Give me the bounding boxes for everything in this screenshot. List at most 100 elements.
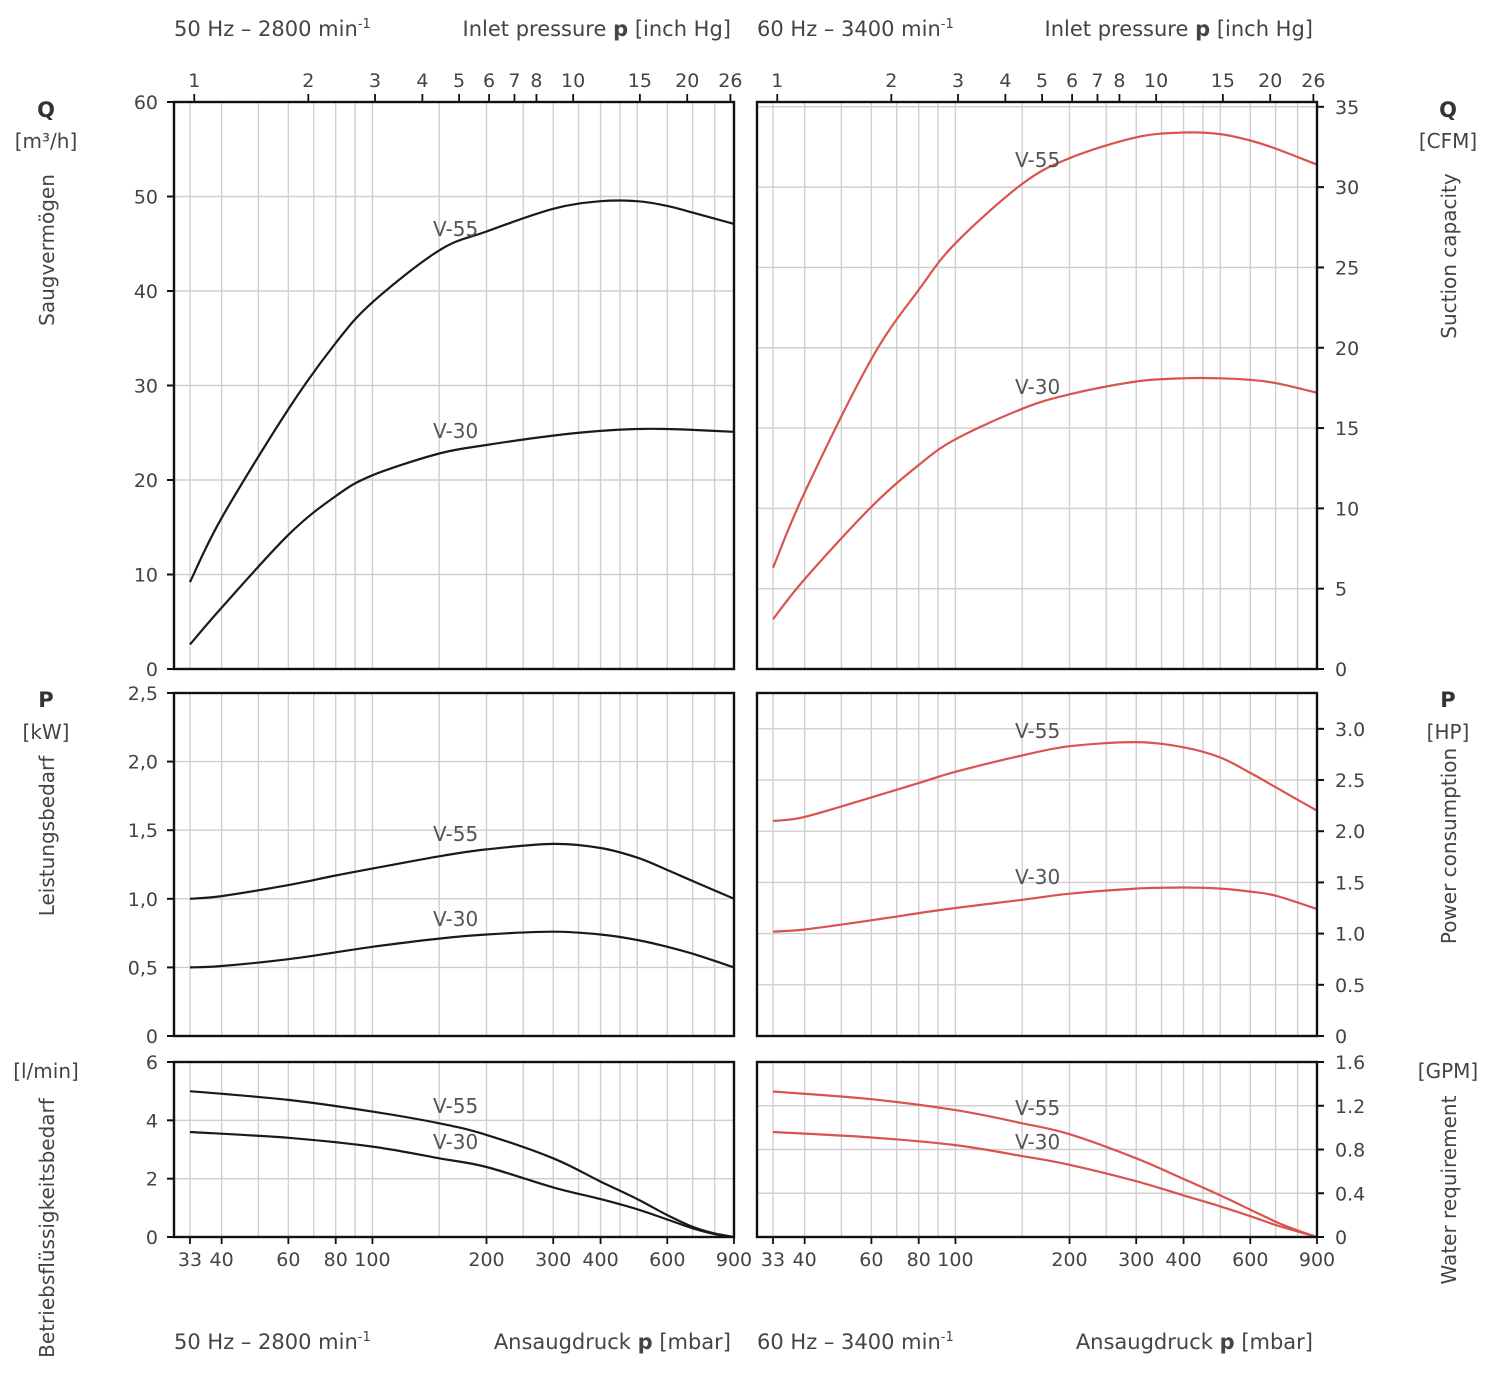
y-tick-label: 1.0 bbox=[1335, 924, 1365, 946]
header-top-left-inlet: Inlet pressure p [inch Hg] bbox=[463, 17, 731, 41]
y-tick-label: 1.5 bbox=[1335, 872, 1365, 894]
y-tick-label: 2,0 bbox=[128, 752, 158, 774]
right-w-unit: [GPM] bbox=[1418, 1059, 1478, 1083]
bottom-tick-label: 900 bbox=[1299, 1249, 1335, 1271]
right-p-title: Power consumption bbox=[1437, 748, 1461, 944]
top-tick-label: 10 bbox=[561, 70, 585, 92]
left-p-unit: [kW] bbox=[23, 720, 70, 744]
panel-frame-q60 bbox=[755, 100, 1319, 671]
series-label-v-55: V-55 bbox=[1015, 148, 1060, 172]
bottom-tick-label: 33 bbox=[761, 1249, 785, 1271]
y-tick-label: 6 bbox=[146, 1052, 158, 1074]
y-tick-label: 40 bbox=[134, 281, 158, 303]
right-p-unit: [HP] bbox=[1427, 720, 1470, 744]
top-tick-label: 26 bbox=[1301, 70, 1325, 92]
y-tick-label: 1,0 bbox=[128, 889, 158, 911]
top-tick-label: 4 bbox=[416, 70, 428, 92]
bottom-tick-label: 300 bbox=[535, 1249, 571, 1271]
y-tick-label: 0 bbox=[1335, 659, 1347, 681]
top-tick-label: 26 bbox=[718, 70, 742, 92]
y-tick-label: 5 bbox=[1335, 579, 1347, 601]
left-p-title: Leistungsbedarf bbox=[35, 755, 59, 917]
top-tick-label: 3 bbox=[952, 70, 964, 92]
y-tick-label: 2.0 bbox=[1335, 821, 1365, 843]
series-line-v-55 bbox=[771, 131, 1318, 569]
series-label-v-55: V-55 bbox=[433, 217, 478, 241]
series-line-v-30 bbox=[772, 886, 1318, 933]
text-layer: 50 Hz – 2800 min-1 Inlet pressure p [inc… bbox=[13, 17, 1478, 1358]
right-q-title: Suction capacity bbox=[1437, 173, 1461, 339]
top-tick-label: 7 bbox=[1091, 70, 1103, 92]
top-tick-label: 2 bbox=[885, 70, 897, 92]
bottom-tick-label: 80 bbox=[324, 1249, 348, 1271]
top-tick-label: 1 bbox=[771, 70, 783, 92]
y-tick-label: 60 bbox=[134, 92, 158, 114]
bottom-tick-label: 200 bbox=[468, 1249, 504, 1271]
y-tick-label: 10 bbox=[134, 565, 158, 587]
grid-layer bbox=[174, 102, 1318, 1237]
top-tick-label: 1 bbox=[188, 70, 200, 92]
top-tick-label: 7 bbox=[508, 70, 520, 92]
series-label-v-30: V-30 bbox=[1015, 865, 1060, 889]
bottom-tick-label: 40 bbox=[210, 1249, 234, 1271]
header-bottom-left-freq: 50 Hz – 2800 min-1 bbox=[174, 1330, 371, 1354]
bottom-tick-label: 33 bbox=[178, 1249, 202, 1271]
frame-layer bbox=[167, 94, 1324, 1244]
header-bottom-left-ansaug: Ansaugdruck p [mbar] bbox=[494, 1330, 731, 1354]
left-w-title: Betriebsflüssigkeitsbedarf bbox=[35, 1097, 59, 1358]
bottom-tick-label: 900 bbox=[716, 1249, 752, 1271]
series-line-v-30 bbox=[189, 930, 735, 969]
series-line-v-30 bbox=[189, 1130, 735, 1239]
bottom-tick-label: 60 bbox=[859, 1249, 883, 1271]
top-tick-label: 8 bbox=[530, 70, 542, 92]
y-tick-label: 1.2 bbox=[1335, 1096, 1365, 1118]
top-tick-label: 2 bbox=[302, 70, 314, 92]
y-tick-label: 25 bbox=[1335, 257, 1359, 279]
y-tick-label: 0,5 bbox=[128, 957, 158, 979]
left-q-unit: [m³/h] bbox=[15, 129, 78, 153]
series-line-v-30 bbox=[189, 427, 735, 646]
data-layer bbox=[189, 131, 1318, 1239]
series-line-v-30 bbox=[772, 376, 1318, 620]
y-tick-label: 2 bbox=[146, 1169, 158, 1191]
y-tick-label: 0 bbox=[1335, 1026, 1347, 1048]
top-tick-label: 4 bbox=[999, 70, 1011, 92]
top-tick-label: 15 bbox=[628, 70, 652, 92]
bottom-tick-label: 80 bbox=[907, 1249, 931, 1271]
series-line-v-55 bbox=[189, 199, 735, 583]
series-label-v-30: V-30 bbox=[1015, 1130, 1060, 1154]
top-tick-label: 8 bbox=[1113, 70, 1125, 92]
y-tick-label: 1.6 bbox=[1335, 1052, 1365, 1074]
series-line-v-55 bbox=[772, 1090, 1318, 1239]
right-w-title: Water requirement bbox=[1437, 1095, 1461, 1284]
series-line-v-55 bbox=[189, 842, 735, 900]
panel-frame-w50 bbox=[172, 1060, 736, 1239]
left-q-symbol: Q bbox=[37, 98, 55, 122]
top-tick-label: 5 bbox=[453, 70, 465, 92]
y-tick-label: 0.4 bbox=[1335, 1183, 1365, 1205]
top-tick-label: 6 bbox=[483, 70, 495, 92]
top-tick-label: 15 bbox=[1211, 70, 1235, 92]
panel-frame-p50 bbox=[172, 691, 736, 1038]
right-q-unit: [CFM] bbox=[1419, 129, 1477, 153]
y-tick-label: 2.5 bbox=[1335, 770, 1365, 792]
right-q-symbol: Q bbox=[1439, 98, 1457, 122]
series-line-v-55 bbox=[189, 1090, 735, 1239]
bottom-tick-label: 60 bbox=[276, 1249, 300, 1271]
bottom-tick-label: 400 bbox=[582, 1249, 618, 1271]
top-tick-label: 20 bbox=[675, 70, 699, 92]
bottom-tick-label: 600 bbox=[1232, 1249, 1268, 1271]
top-tick-label: 6 bbox=[1066, 70, 1078, 92]
top-tick-label: 10 bbox=[1144, 70, 1168, 92]
panel-frame-p60 bbox=[755, 691, 1319, 1038]
series-label-v-30: V-30 bbox=[433, 907, 478, 931]
y-tick-label: 0 bbox=[146, 659, 158, 681]
top-tick-label: 5 bbox=[1036, 70, 1048, 92]
bottom-tick-label: 40 bbox=[793, 1249, 817, 1271]
y-tick-label: 0 bbox=[1335, 1227, 1347, 1249]
series-label-v-55: V-55 bbox=[433, 822, 478, 846]
header-top-right-freq: 60 Hz – 3400 min-1 bbox=[757, 17, 954, 41]
y-tick-label: 30 bbox=[1335, 177, 1359, 199]
